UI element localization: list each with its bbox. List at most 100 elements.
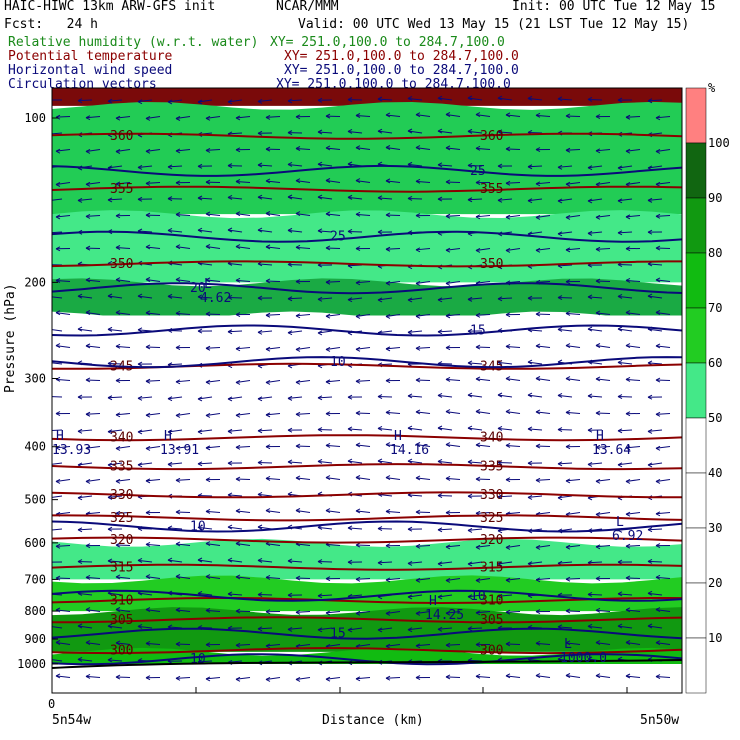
vector-arrowhead xyxy=(625,310,631,316)
circulation-vector xyxy=(77,462,93,466)
rh-band xyxy=(52,575,682,612)
vector-arrowhead xyxy=(85,181,91,187)
circulation-vector xyxy=(175,413,191,416)
circulation-vector xyxy=(497,394,513,398)
vector-arrowhead xyxy=(527,426,533,432)
field-vectors-xy: XY= 251.0,100.0 to 284.7,100.0 xyxy=(276,77,511,92)
circulation-vector xyxy=(505,411,521,414)
circulation-vector xyxy=(377,297,393,301)
vector-arrowhead xyxy=(467,296,473,302)
vector-arrowhead xyxy=(505,280,511,286)
vector-arrowhead xyxy=(497,296,503,302)
vector-arrowhead xyxy=(205,541,211,547)
circulation-vector xyxy=(497,495,513,498)
circulation-vector xyxy=(655,149,671,152)
circulation-vector xyxy=(505,643,521,645)
circulation-vector xyxy=(77,328,93,332)
circulation-vector xyxy=(467,561,483,565)
vector-arrowhead xyxy=(137,526,143,531)
circulation-vector xyxy=(265,543,281,546)
circulation-vector xyxy=(505,512,521,515)
vector-arrowhead xyxy=(437,264,443,270)
vector-arrowhead xyxy=(227,460,233,466)
circulation-vector xyxy=(197,296,213,299)
vector-arrowhead xyxy=(52,230,53,235)
vector-arrowhead xyxy=(295,178,301,184)
circulation-vector xyxy=(347,363,363,366)
vector-arrowhead xyxy=(385,378,391,384)
vector-arrowhead xyxy=(107,165,113,171)
circulation-vector xyxy=(475,281,491,284)
vector-arrowhead xyxy=(137,164,143,170)
circulation-vector xyxy=(647,659,663,662)
circulation-vector xyxy=(145,479,161,482)
vector-arrowhead xyxy=(227,524,233,530)
circulation-vector xyxy=(205,576,221,579)
circulation-vector xyxy=(145,246,161,249)
vector-arrowhead xyxy=(377,394,383,399)
vector-arrowhead xyxy=(407,297,413,303)
circulation-vector xyxy=(647,198,663,201)
vector-arrowhead xyxy=(617,293,623,299)
circulation-vector xyxy=(355,380,371,382)
vector-arrowhead xyxy=(347,97,353,103)
circulation-vector xyxy=(625,577,641,579)
vector-arrowhead xyxy=(205,379,211,385)
vector-arrowhead xyxy=(347,263,353,269)
circulation-vector xyxy=(347,297,363,301)
circulation-vector xyxy=(55,149,71,152)
circulation-vector xyxy=(205,149,221,151)
vector-arrowhead xyxy=(115,181,121,187)
circulation-vector xyxy=(85,446,101,449)
vector-arrowhead xyxy=(265,278,271,284)
vector-arrowhead xyxy=(145,148,151,154)
vector-arrowhead xyxy=(287,296,293,302)
vector-arrowhead xyxy=(227,227,233,233)
circulation-vector xyxy=(197,559,213,563)
field-rh-name: Relative humidity (w.r.t. water) xyxy=(8,35,259,50)
circulation-vector xyxy=(647,328,663,332)
circulation-vector xyxy=(52,198,63,201)
vector-arrowhead xyxy=(355,542,361,548)
circulation-vector xyxy=(475,114,491,117)
vector-arrowhead xyxy=(617,462,623,468)
circulation-vector xyxy=(167,559,183,563)
vector-arrowhead xyxy=(475,442,481,448)
vector-arrowhead xyxy=(647,657,653,662)
vector-arrowhead xyxy=(625,182,631,187)
vector-arrowhead xyxy=(655,245,661,251)
circulation-vector xyxy=(145,413,161,416)
vector-arrowhead xyxy=(655,115,661,121)
extremum-type: H xyxy=(56,429,64,444)
colorbar-level-label: 80 xyxy=(708,246,722,260)
circulation-vectors-layer xyxy=(52,95,671,682)
vector-arrowhead xyxy=(625,214,631,220)
extremum-value: 13.91 xyxy=(160,443,199,458)
extremum-value: 14.25 xyxy=(425,608,464,623)
circulation-vector xyxy=(625,675,641,678)
circulation-vector xyxy=(325,380,341,383)
circulation-vector xyxy=(415,314,431,317)
vector-arrowhead xyxy=(325,610,331,616)
y-tick-label: 900 xyxy=(24,632,46,646)
vector-arrowhead xyxy=(647,360,653,366)
vector-arrowhead xyxy=(565,640,571,646)
vector-arrowhead xyxy=(55,640,61,645)
circulation-vector xyxy=(115,312,131,315)
vector-arrowhead xyxy=(107,197,113,203)
circulation-vector xyxy=(85,279,101,282)
vector-arrowhead xyxy=(505,577,511,583)
theta-contour-label: 330 xyxy=(480,488,503,503)
circulation-vector xyxy=(55,116,71,118)
circulation-vector xyxy=(527,264,543,267)
vector-arrowhead xyxy=(497,129,503,135)
circulation-vector xyxy=(415,180,431,183)
vector-arrowhead xyxy=(385,346,391,352)
circulation-vector xyxy=(527,561,543,565)
circulation-vector xyxy=(497,131,513,134)
vector-arrowhead xyxy=(197,659,203,665)
vector-arrowhead xyxy=(617,131,623,137)
circulation-vector xyxy=(415,477,431,480)
vector-arrowhead xyxy=(647,326,653,332)
vector-arrowhead xyxy=(347,559,353,565)
